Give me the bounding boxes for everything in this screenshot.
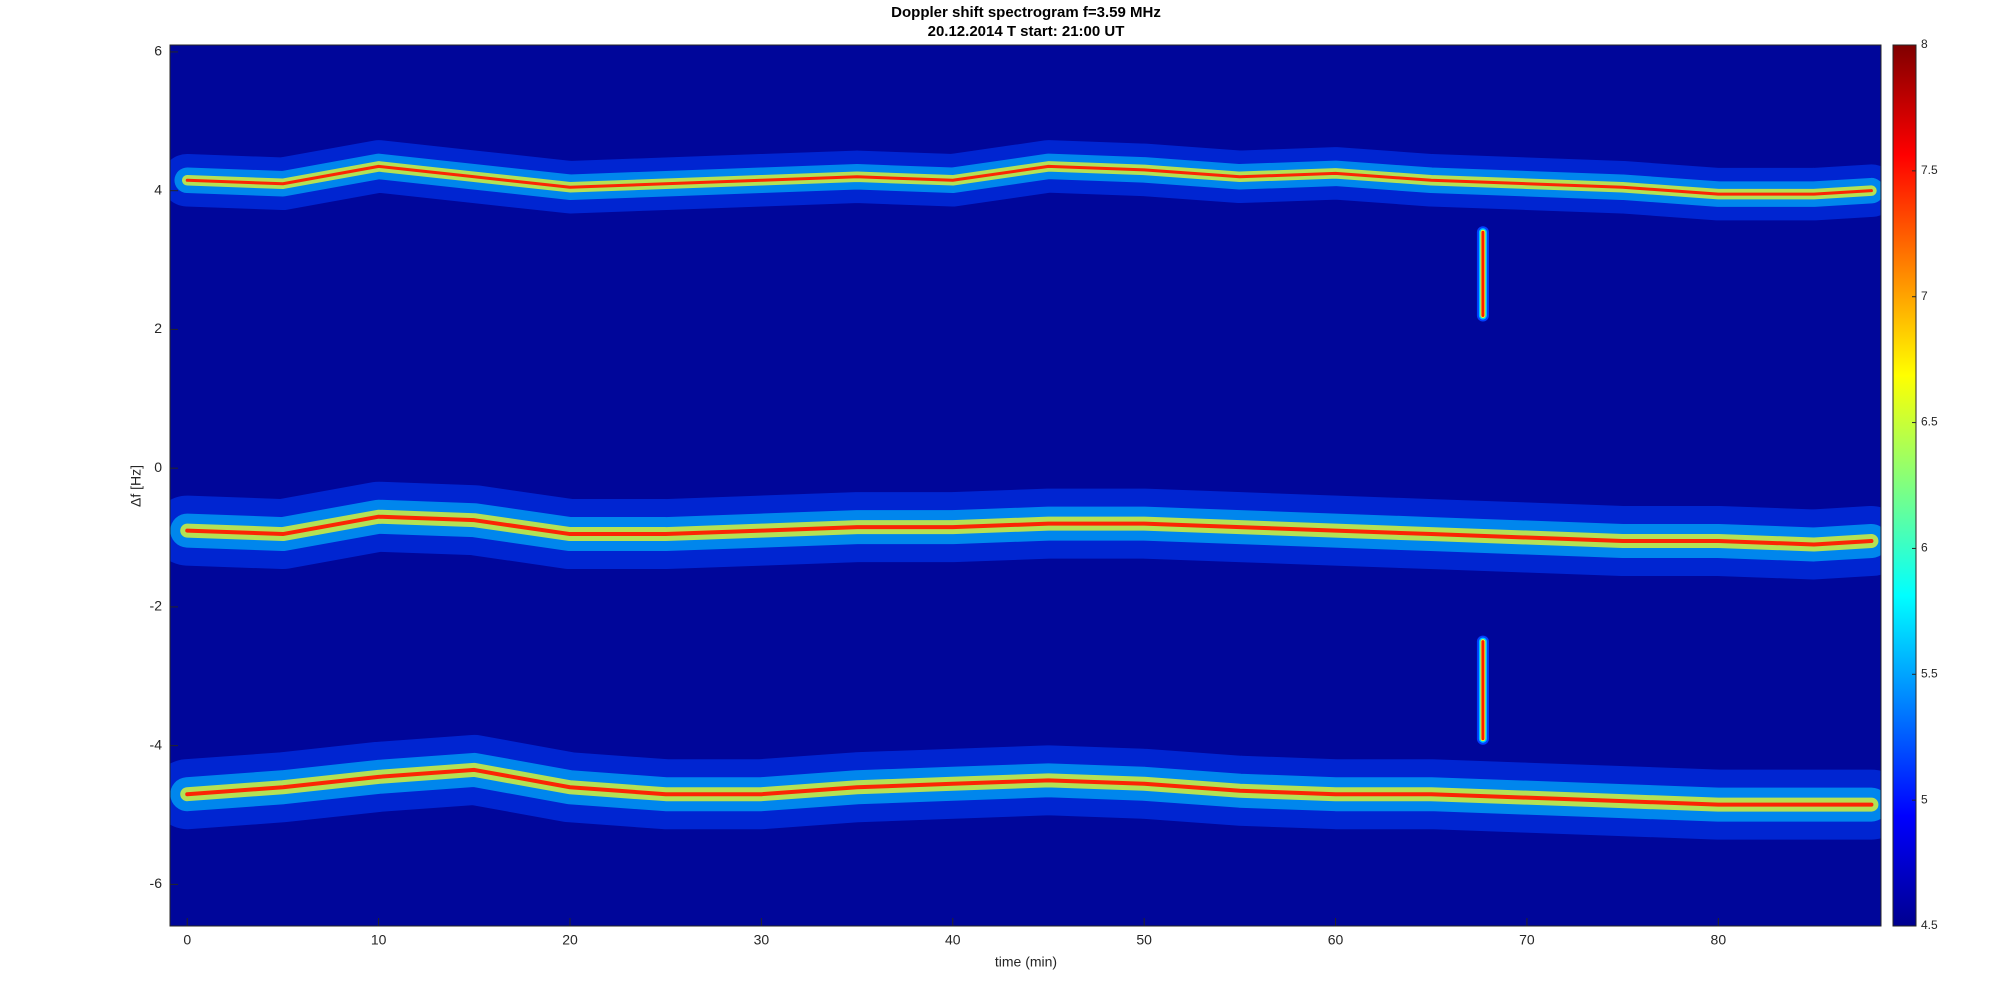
x-tick-label: 0 [183,932,191,948]
colorbar-tick-label: 5.5 [1921,666,1938,680]
chart-title: Doppler shift spectrogram f=3.59 MHz [891,4,1161,21]
y-tick-label: 4 [154,181,162,197]
y-tick-label: -2 [150,598,163,614]
x-tick-label: 80 [1711,932,1727,948]
x-tick-label: 40 [945,932,961,948]
colorbar-tick-label: 5 [1921,792,1928,806]
x-tick-label: 20 [562,932,578,948]
plot-frame [169,44,1882,927]
plot-area [170,140,1881,840]
ridge [185,514,1874,547]
y-tick-label: 6 [154,43,162,59]
y-axis-label: Δf [Hz] [128,465,144,507]
ridge [185,164,1873,196]
x-tick-label: 10 [371,932,387,948]
chart-subtitle: 20.12.2014 T start: 21:00 UT [928,23,1125,40]
y-tick-label: 0 [154,459,162,475]
colorbar [1892,44,1917,927]
colorbar-tick-label: 6.5 [1921,415,1938,429]
colorbar-tick-label: 8 [1921,37,1928,51]
x-tick-label: 30 [754,932,770,948]
x-tick-label: 50 [1136,932,1152,948]
ridge [185,767,1874,807]
colorbar-tick-label: 7.5 [1921,163,1938,177]
x-tick-label: 70 [1519,932,1535,948]
x-tick-label: 60 [1328,932,1344,948]
y-tick-label: -6 [150,875,163,891]
y-tick-label: 2 [154,320,162,336]
x-axis-label: time (min) [995,954,1057,970]
colorbar-tick-label: 6 [1921,541,1928,555]
y-tick-label: -4 [150,736,163,752]
colorbar-tick-label: 7 [1921,289,1928,303]
colorbar-tick-label: 4.5 [1921,918,1938,932]
